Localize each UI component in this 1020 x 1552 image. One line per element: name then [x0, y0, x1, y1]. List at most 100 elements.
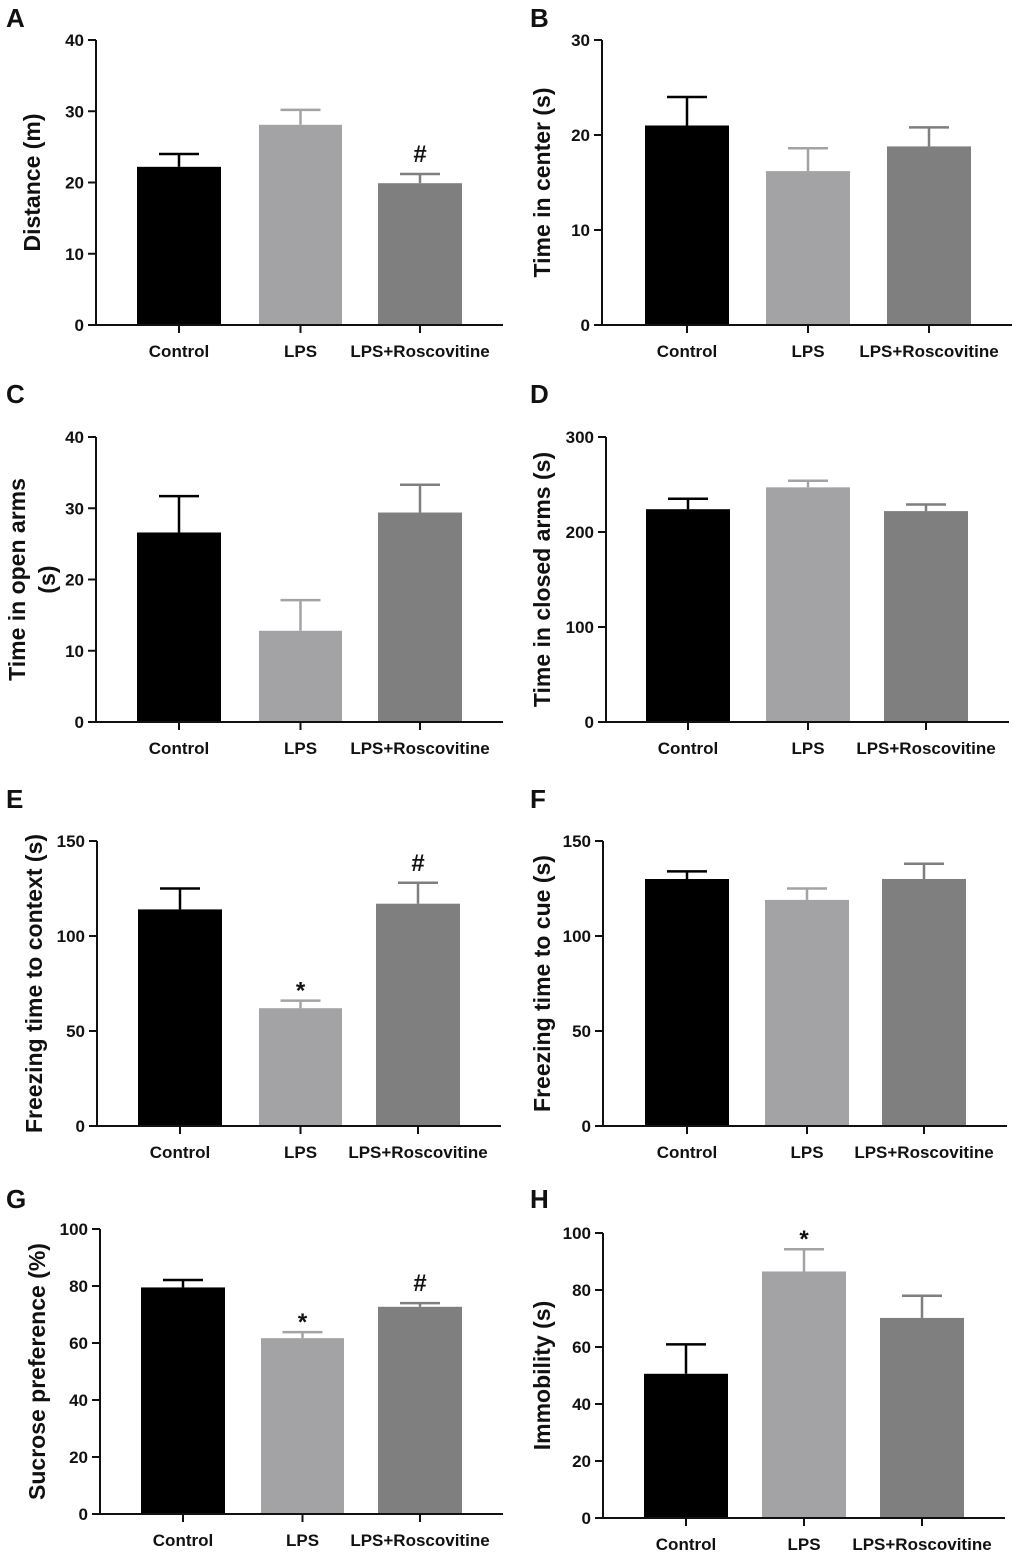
panel-f: F Control LPS LPS+Roscovitine 0 50 100 150 Freez… [529, 784, 1007, 1162]
category-label-f-1: Control [657, 1143, 717, 1162]
panel-b: B Control LPS LPS+Roscovitine 0 10 20 30 Time in… [529, 3, 1012, 361]
y-axis-label-e: Freezing time to context (s) [21, 834, 47, 1133]
bar-f-3 [882, 879, 966, 1126]
category-label-e-3: LPS+Roscovitine [348, 1143, 487, 1162]
bar-d-2 [766, 487, 850, 722]
bar-e-1 [138, 909, 222, 1126]
category-label-h-2: LPS [787, 1535, 820, 1552]
category-label-c-2: LPS [284, 739, 317, 758]
category-label-g-3: LPS+Roscovitine [350, 1531, 489, 1550]
panel-c: C Control LPS LPS+Roscovitine 0 10 20 30 40 Time … [4, 379, 503, 758]
y-tick-label-e-1: 50 [66, 1022, 85, 1041]
significance-marker-e-2: * [296, 978, 306, 1005]
y-axis-label-line-f-1: Freezing time to cue (s) [529, 855, 555, 1112]
error-bar-a-2 [280, 108, 321, 125]
y-tick-label-h-3: 60 [572, 1338, 591, 1357]
bar-d-3 [884, 511, 968, 722]
y-tick-label-a-4: 40 [65, 31, 84, 50]
y-tick-label-g-0: 0 [79, 1505, 88, 1524]
y-axis-label-line-d-1: Time in closed arms (s) [529, 452, 555, 707]
significance-marker-g-2: * [298, 1309, 308, 1336]
error-bar-b-1 [667, 95, 707, 126]
error-bar-h-3 [902, 1294, 942, 1318]
category-label-g-1: Control [153, 1531, 213, 1550]
panel-letter-f: F [530, 784, 546, 814]
error-bar-e-3 [398, 881, 438, 904]
bar-c-3 [378, 512, 462, 722]
y-tick-label-a-2: 20 [65, 174, 84, 193]
y-tick-label-g-3: 60 [69, 1334, 88, 1353]
category-label-c-3: LPS+Roscovitine [350, 739, 489, 758]
bar-f-2 [765, 899, 849, 1126]
y-axis-label-c: Time in open arms (s) [4, 478, 60, 681]
category-label-b-1: Control [657, 342, 717, 361]
category-label-f-3: LPS+Roscovitine [854, 1143, 993, 1162]
category-label-a-2: LPS [284, 342, 317, 361]
y-axis-label-line-c-2: (s) [34, 565, 60, 593]
panel-h: H Control * LPS LPS+Roscovitine 0 20 40 60 80 100 I… [529, 1184, 1005, 1552]
panel-letter-d: D [530, 379, 549, 409]
bar-a-3 [378, 183, 462, 325]
y-tick-label-f-2: 100 [563, 927, 591, 946]
error-bar-d-3 [906, 503, 946, 512]
error-bar-e-1 [160, 887, 200, 910]
y-tick-label-h-1: 20 [572, 1452, 591, 1471]
y-tick-label-e-2: 100 [57, 927, 85, 946]
y-tick-label-d-1: 100 [566, 618, 594, 637]
bar-e-2 [259, 1008, 342, 1126]
y-tick-label-h-2: 40 [572, 1395, 591, 1414]
error-bar-b-3 [909, 126, 949, 147]
y-tick-label-f-0: 0 [582, 1117, 591, 1136]
y-tick-label-e-0: 0 [76, 1117, 85, 1136]
panel-a: A Control LPS # LPS+Roscovitine 0 10 20 30 40 Dist… [6, 3, 503, 361]
y-tick-label-d-2: 200 [566, 523, 594, 542]
significance-marker-e-3: # [411, 850, 424, 877]
panel-letter-g: G [6, 1184, 26, 1214]
bar-d-1 [646, 509, 730, 722]
bar-h-2 [762, 1271, 846, 1518]
y-axis-label-line-c-1: Time in open arms [4, 478, 30, 681]
error-bar-h-1 [666, 1343, 706, 1374]
error-bar-c-2 [280, 598, 321, 631]
y-tick-label-f-3: 150 [563, 832, 591, 851]
y-tick-label-d-0: 0 [585, 713, 594, 732]
y-tick-label-a-3: 30 [65, 102, 84, 121]
y-axis-label-line-a-1: Distance (m) [19, 113, 45, 251]
category-label-b-3: LPS+Roscovitine [859, 342, 998, 361]
error-bar-b-2 [788, 147, 828, 172]
y-tick-label-d-3: 300 [566, 428, 594, 447]
y-axis-label-a: Distance (m) [19, 113, 45, 251]
error-bar-e-2 [280, 999, 321, 1009]
category-label-e-1: Control [150, 1143, 210, 1162]
error-bar-g-1 [163, 1278, 203, 1288]
error-bar-f-1 [667, 870, 707, 879]
y-tick-label-c-1: 10 [65, 642, 84, 661]
significance-marker-g-3: # [413, 1270, 426, 1297]
category-label-d-2: LPS [791, 739, 824, 758]
bar-h-3 [880, 1317, 964, 1518]
category-label-d-3: LPS+Roscovitine [856, 739, 995, 758]
category-label-c-1: Control [149, 739, 209, 758]
y-axis-label-g: Sucrose preference (%) [24, 1243, 50, 1500]
panel-letter-c: C [6, 379, 25, 409]
category-label-g-2: LPS [286, 1531, 319, 1550]
category-label-h-1: Control [656, 1535, 716, 1552]
category-label-a-1: Control [149, 342, 209, 361]
y-tick-label-g-5: 100 [60, 1220, 88, 1239]
y-tick-label-c-4: 40 [65, 428, 84, 447]
category-label-f-2: LPS [790, 1143, 823, 1162]
error-bar-g-3 [400, 1301, 440, 1307]
bar-f-1 [645, 879, 729, 1126]
panel-g: G Control * LPS # LPS+Roscovitine 0 20 40 60 80 100… [6, 1184, 503, 1550]
error-bar-g-2 [282, 1330, 323, 1339]
bar-b-1 [645, 125, 729, 325]
y-tick-label-g-1: 20 [69, 1448, 88, 1467]
category-label-b-2: LPS [791, 342, 824, 361]
panel-letter-h: H [530, 1184, 549, 1214]
panel-letter-b: B [530, 3, 549, 33]
bar-c-1 [137, 532, 221, 722]
y-axis-label-f: Freezing time to cue (s) [529, 855, 555, 1112]
error-bar-c-3 [400, 483, 440, 513]
y-axis-label-line-g-1: Sucrose preference (%) [24, 1243, 50, 1500]
